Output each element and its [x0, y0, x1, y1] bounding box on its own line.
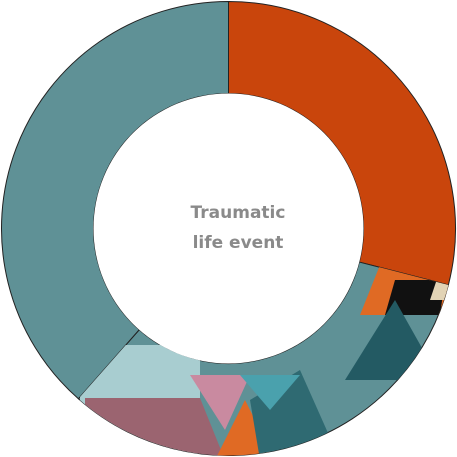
chart-title: Traumatic life event — [191, 203, 286, 253]
donut-hole — [93, 93, 364, 364]
